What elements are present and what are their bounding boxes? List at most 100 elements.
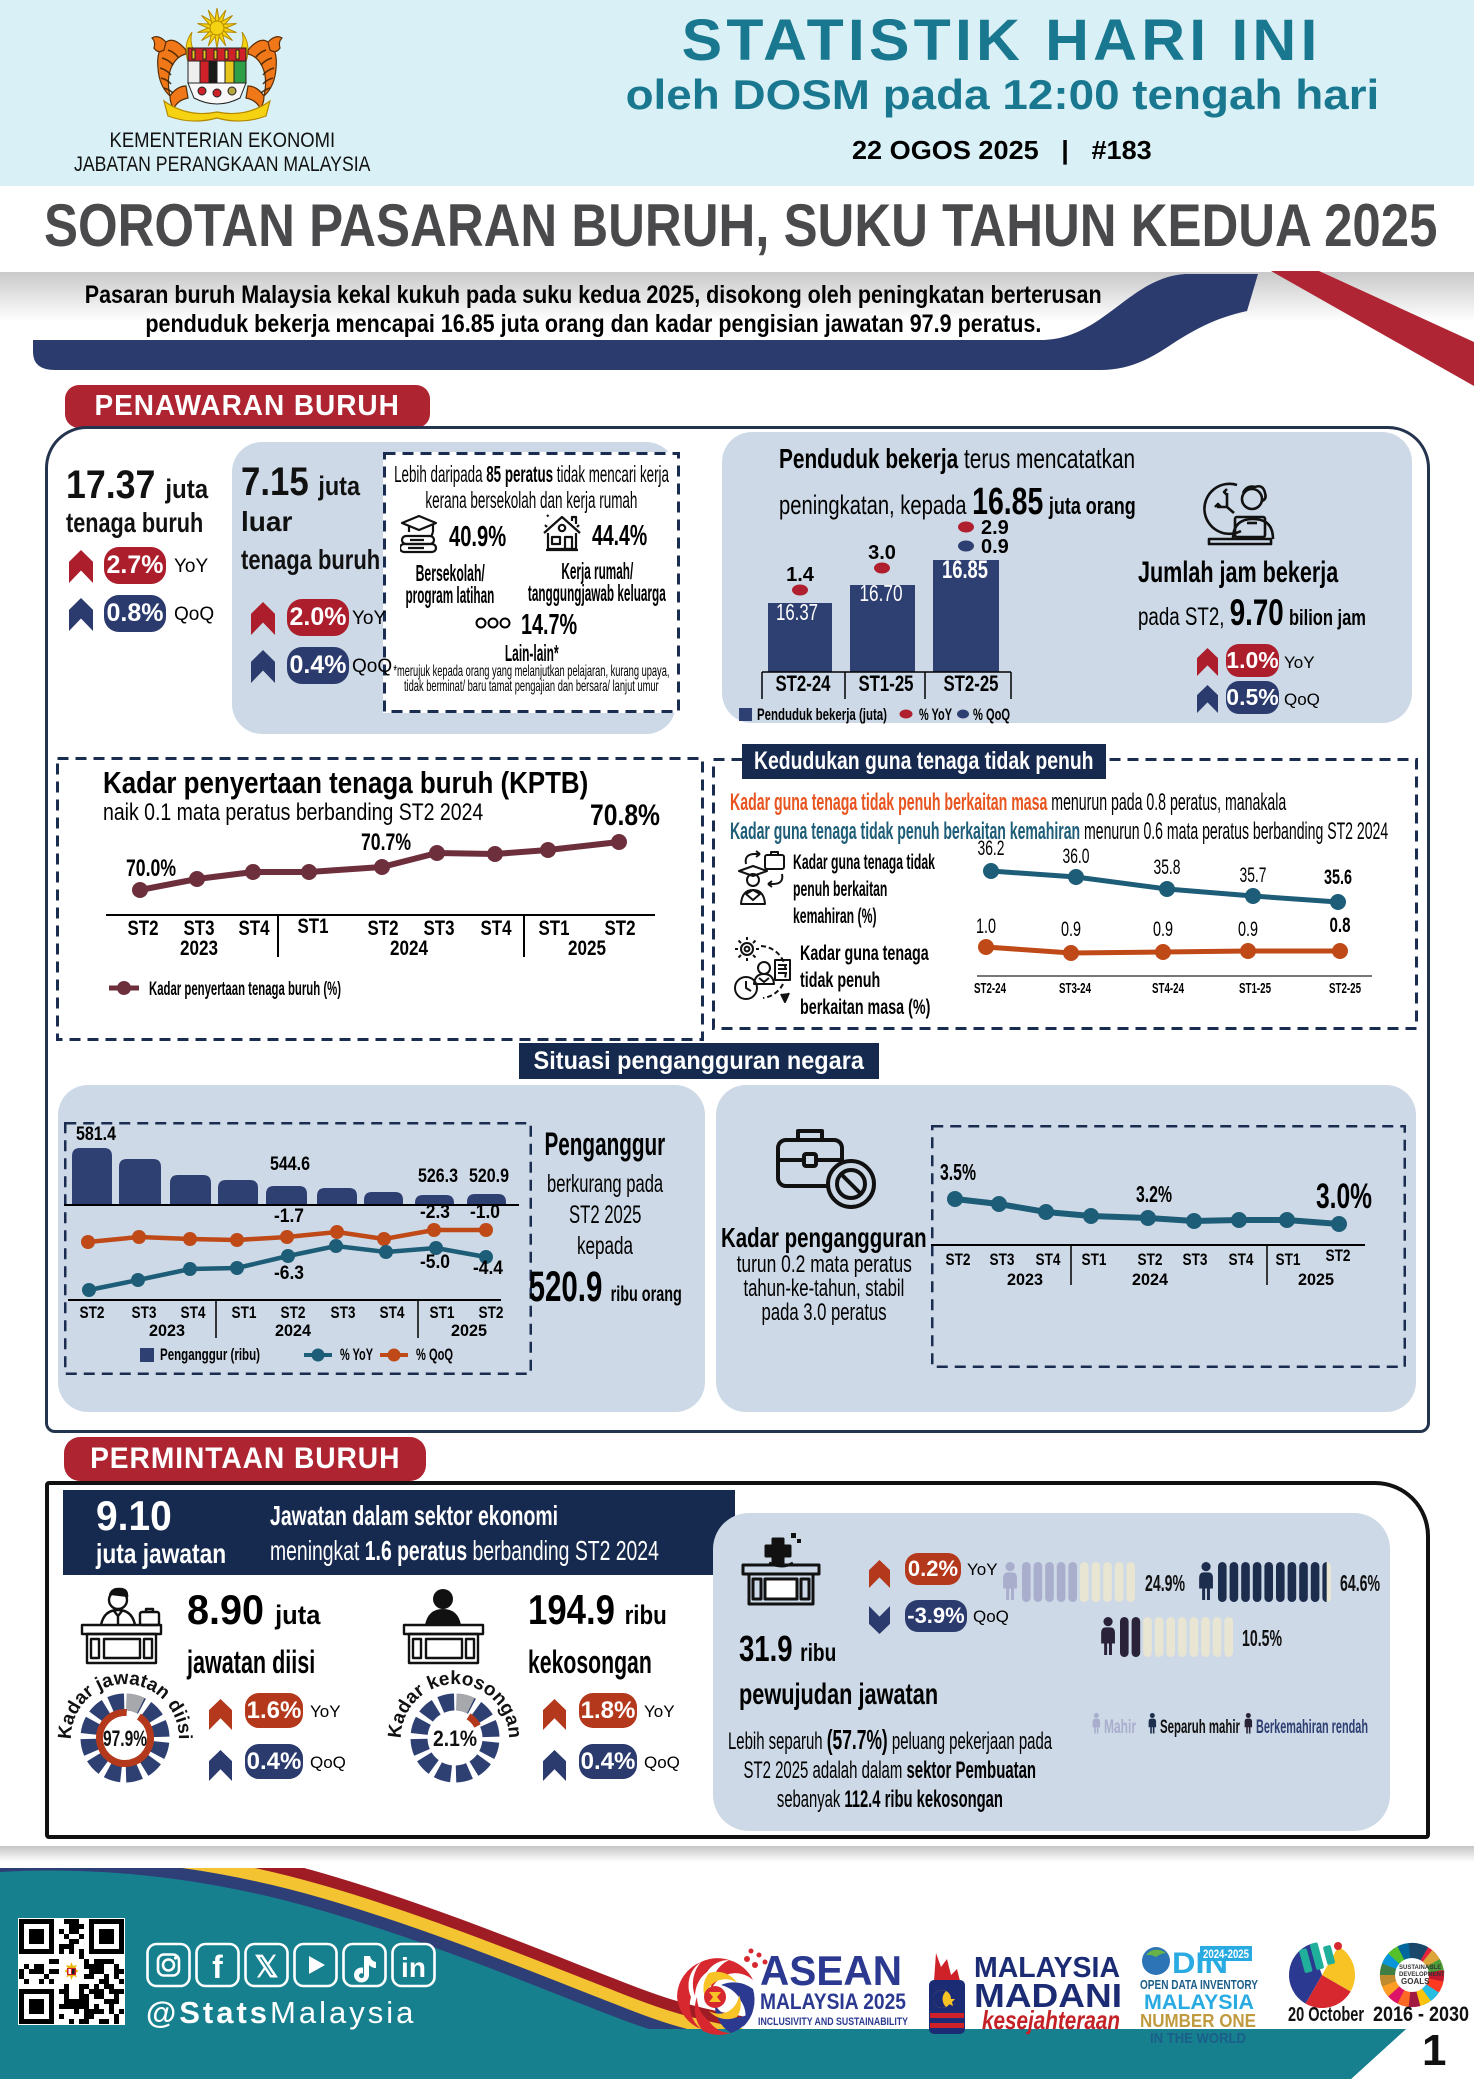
svg-text:NUMBER ONE: NUMBER ONE xyxy=(1140,2011,1256,2031)
svg-text:ST2: ST2 xyxy=(605,917,636,940)
svg-text:36.0: 36.0 xyxy=(1063,845,1090,868)
svg-text:ST3-24: ST3-24 xyxy=(1059,980,1091,997)
svg-text:35.7: 35.7 xyxy=(1240,864,1267,887)
svg-text:-4.4: -4.4 xyxy=(473,1258,503,1279)
svg-text:ST2: ST2 xyxy=(1326,1246,1351,1265)
svg-text:% YoY: % YoY xyxy=(340,1345,373,1364)
svg-text:ST1: ST1 xyxy=(1276,1250,1301,1269)
svg-text:% QoQ: % QoQ xyxy=(416,1345,453,1364)
svg-text:Kadar penyertaan tenaga buruh: Kadar penyertaan tenaga buruh (%) xyxy=(149,979,341,1000)
svg-text:2.1%: 2.1% xyxy=(433,1726,477,1751)
svg-text:ST2: ST2 xyxy=(1138,1250,1163,1269)
svg-text:0.8: 0.8 xyxy=(1330,914,1351,937)
svg-text:MALAYSIA: MALAYSIA xyxy=(974,1952,1120,1984)
svg-text:ST1-25: ST1-25 xyxy=(1239,980,1271,997)
svg-text:ST4: ST4 xyxy=(481,917,512,940)
svg-text:ST3: ST3 xyxy=(1183,1250,1208,1269)
svg-text:Mahir: Mahir xyxy=(1104,1717,1136,1738)
svg-text:ST3: ST3 xyxy=(990,1250,1015,1269)
svg-text:3.0: 3.0 xyxy=(868,542,896,564)
svg-text:ST2: ST2 xyxy=(946,1250,971,1269)
svg-text:3.2%: 3.2% xyxy=(1136,1181,1172,1207)
svg-text:35.6: 35.6 xyxy=(1324,866,1352,889)
svg-text:INCLUSIVITY AND SUSTAINABILITY: INCLUSIVITY AND SUSTAINABILITY xyxy=(758,2016,909,2028)
svg-text:ST2: ST2 xyxy=(479,1303,504,1322)
svg-text:2025: 2025 xyxy=(451,1321,487,1340)
svg-text:ST4: ST4 xyxy=(1036,1250,1061,1269)
svg-text:ST2: ST2 xyxy=(80,1303,105,1322)
svg-text:36.2: 36.2 xyxy=(978,837,1005,860)
svg-text:Penduduk bekerja (juta): Penduduk bekerja (juta) xyxy=(757,705,887,724)
svg-text:ST3: ST3 xyxy=(331,1303,356,1322)
svg-text:2025: 2025 xyxy=(1298,1270,1334,1289)
svg-text:97.9%: 97.9% xyxy=(103,1726,147,1751)
svg-text:2024: 2024 xyxy=(390,937,428,960)
svg-text:ST1: ST1 xyxy=(430,1303,455,1322)
svg-text:ST2: ST2 xyxy=(281,1303,306,1322)
svg-text:𝕏: 𝕏 xyxy=(254,1951,278,1984)
svg-text:kesejahteraan: kesejahteraan xyxy=(982,2005,1120,2035)
svg-text:ST3: ST3 xyxy=(424,917,455,940)
svg-text:ST1: ST1 xyxy=(232,1303,257,1322)
svg-text:ST2-25: ST2-25 xyxy=(944,671,999,696)
svg-text:Penganggur (ribu): Penganggur (ribu) xyxy=(160,1345,260,1364)
svg-text:1.0: 1.0 xyxy=(976,915,996,938)
svg-text:ST1: ST1 xyxy=(1082,1250,1107,1269)
svg-text:0.9: 0.9 xyxy=(1238,918,1258,941)
svg-text:% YoY: % YoY xyxy=(919,705,952,724)
svg-text:70.7%: 70.7% xyxy=(361,829,411,856)
svg-text:MADANI: MADANI xyxy=(974,1977,1122,2014)
svg-text:2024-2025: 2024-2025 xyxy=(1203,1947,1249,1961)
svg-text:-2.3: -2.3 xyxy=(420,1202,450,1223)
svg-text:520.9: 520.9 xyxy=(469,1166,509,1187)
svg-text:ST1-25: ST1-25 xyxy=(859,671,914,696)
svg-text:?: ? xyxy=(439,1590,447,1605)
svg-text:-1.0: -1.0 xyxy=(470,1202,500,1223)
svg-text:2016 - 2030: 2016 - 2030 xyxy=(1373,2003,1469,2026)
svg-text:OPEN DATA INVENTORY: OPEN DATA INVENTORY xyxy=(1140,1977,1258,1992)
svg-text:16.70: 16.70 xyxy=(860,580,903,606)
svg-text:24.9%: 24.9% xyxy=(1145,1570,1185,1596)
svg-text:IN THE WORLD: IN THE WORLD xyxy=(1150,2030,1246,2045)
svg-text:0.9: 0.9 xyxy=(1061,918,1081,941)
svg-text:MALAYSIA: MALAYSIA xyxy=(1144,1991,1254,2014)
svg-text:1.4: 1.4 xyxy=(786,564,815,586)
svg-text:ST2-24: ST2-24 xyxy=(776,671,832,696)
svg-text:ST4: ST4 xyxy=(380,1303,405,1322)
svg-text:16.85: 16.85 xyxy=(942,556,988,584)
svg-text:ST4: ST4 xyxy=(1229,1250,1254,1269)
svg-text:70.0%: 70.0% xyxy=(126,855,176,882)
svg-text:3.5%: 3.5% xyxy=(940,1159,976,1185)
svg-text:2023: 2023 xyxy=(1007,1270,1043,1289)
svg-text:DEVELOPMENT: DEVELOPMENT xyxy=(1399,1972,1445,1978)
svg-text:ST4-24: ST4-24 xyxy=(1152,980,1184,997)
svg-text:f: f xyxy=(212,1949,223,1985)
svg-text:0.9: 0.9 xyxy=(1153,918,1173,941)
svg-text:20 October: 20 October xyxy=(1288,2004,1364,2026)
svg-text:2023: 2023 xyxy=(180,937,218,960)
svg-text:ST3: ST3 xyxy=(184,917,215,940)
svg-text:ST2-25: ST2-25 xyxy=(1329,980,1361,997)
svg-text:-1.7: -1.7 xyxy=(274,1206,304,1227)
svg-text:ST4: ST4 xyxy=(181,1303,206,1322)
svg-text:ST4: ST4 xyxy=(239,917,270,940)
svg-text:70.8%: 70.8% xyxy=(590,800,660,832)
svg-text:0.9: 0.9 xyxy=(981,536,1009,558)
svg-text:ST2-24: ST2-24 xyxy=(974,980,1006,997)
svg-text:2024: 2024 xyxy=(275,1321,312,1340)
svg-text:16.37: 16.37 xyxy=(776,599,818,625)
svg-text:ST1: ST1 xyxy=(298,915,329,938)
svg-text:Separuh mahir: Separuh mahir xyxy=(1160,1717,1240,1738)
svg-text:2.9: 2.9 xyxy=(981,517,1009,539)
svg-text:ST2: ST2 xyxy=(368,917,399,940)
svg-text:ST2: ST2 xyxy=(128,917,159,940)
svg-text:SUSTAINABLE: SUSTAINABLE xyxy=(1399,1965,1441,1971)
svg-text:35.8: 35.8 xyxy=(1154,856,1181,879)
svg-text:526.3: 526.3 xyxy=(418,1166,458,1187)
svg-text:Berkemahiran rendah: Berkemahiran rendah xyxy=(1256,1717,1368,1738)
svg-text:% QoQ: % QoQ xyxy=(973,705,1010,724)
svg-text:ASEAN: ASEAN xyxy=(760,1947,902,1994)
svg-text:ST1: ST1 xyxy=(539,917,570,940)
svg-text:ST3: ST3 xyxy=(132,1303,157,1322)
svg-text:-5.0: -5.0 xyxy=(420,1252,450,1273)
